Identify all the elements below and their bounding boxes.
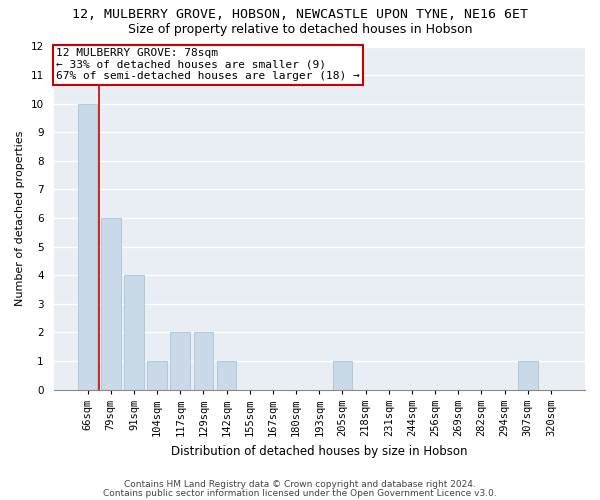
X-axis label: Distribution of detached houses by size in Hobson: Distribution of detached houses by size … — [171, 444, 467, 458]
Bar — [124, 276, 144, 390]
Text: Contains HM Land Registry data © Crown copyright and database right 2024.: Contains HM Land Registry data © Crown c… — [124, 480, 476, 489]
Text: 12 MULBERRY GROVE: 78sqm
← 33% of detached houses are smaller (9)
67% of semi-de: 12 MULBERRY GROVE: 78sqm ← 33% of detach… — [56, 48, 360, 82]
Bar — [147, 361, 167, 390]
Y-axis label: Number of detached properties: Number of detached properties — [15, 130, 25, 306]
Bar — [194, 332, 213, 390]
Text: Size of property relative to detached houses in Hobson: Size of property relative to detached ho… — [128, 22, 472, 36]
Bar — [332, 361, 352, 390]
Bar — [77, 104, 97, 390]
Bar — [518, 361, 538, 390]
Bar — [217, 361, 236, 390]
Text: 12, MULBERRY GROVE, HOBSON, NEWCASTLE UPON TYNE, NE16 6ET: 12, MULBERRY GROVE, HOBSON, NEWCASTLE UP… — [72, 8, 528, 20]
Text: Contains public sector information licensed under the Open Government Licence v3: Contains public sector information licen… — [103, 488, 497, 498]
Bar — [170, 332, 190, 390]
Bar — [101, 218, 121, 390]
